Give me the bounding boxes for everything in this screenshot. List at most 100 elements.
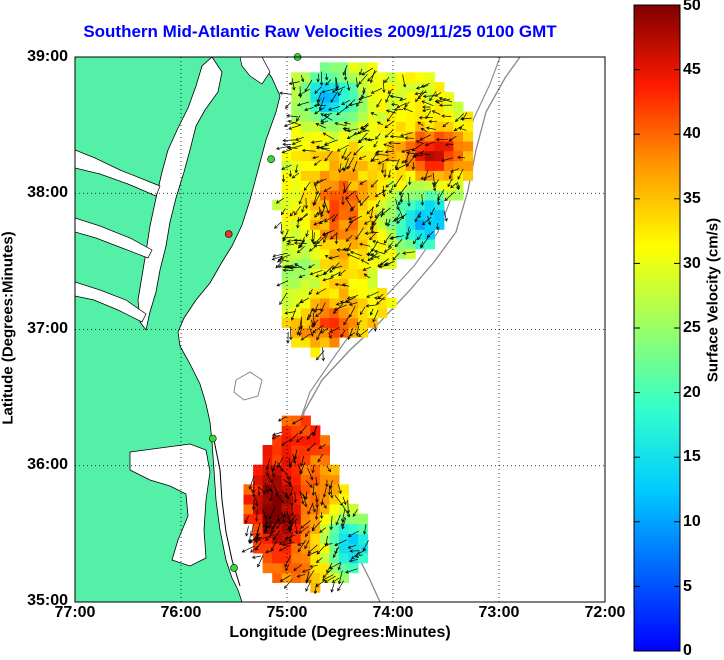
velocity-cell bbox=[358, 259, 368, 269]
velocity-cell bbox=[349, 269, 359, 279]
velocity-cell bbox=[329, 318, 339, 328]
velocity-cell bbox=[358, 112, 368, 122]
velocity-cell bbox=[253, 504, 263, 514]
velocity-cell bbox=[339, 524, 349, 534]
velocity-cell bbox=[253, 475, 263, 485]
colorbar-tick-label: 50 bbox=[683, 0, 701, 15]
y-tick-label: 39:00 bbox=[6, 48, 68, 66]
velocity-cell bbox=[406, 92, 416, 102]
velocity-cell bbox=[425, 121, 435, 131]
velocity-cell bbox=[453, 161, 463, 171]
velocity-cell bbox=[387, 102, 397, 112]
velocity-cell bbox=[415, 190, 425, 200]
velocity-cell bbox=[358, 533, 368, 543]
velocity-cell bbox=[358, 278, 368, 288]
velocity-cell bbox=[244, 484, 254, 494]
velocity-cell bbox=[310, 229, 320, 239]
velocity-cell bbox=[310, 514, 320, 524]
velocity-vector bbox=[290, 327, 291, 340]
velocity-cell bbox=[329, 190, 339, 200]
velocity-cell bbox=[415, 180, 425, 190]
radar-station-marker bbox=[225, 231, 232, 238]
velocity-vector bbox=[306, 198, 307, 208]
velocity-cell bbox=[358, 524, 368, 534]
velocity-cell bbox=[349, 524, 359, 534]
velocity-cell bbox=[406, 72, 416, 82]
velocity-cell bbox=[358, 62, 368, 72]
velocity-cell bbox=[406, 249, 416, 259]
velocity-cell bbox=[377, 112, 387, 122]
velocity-cell bbox=[358, 180, 368, 190]
velocity-cell bbox=[329, 200, 339, 210]
velocity-cell bbox=[291, 288, 301, 298]
velocity-cell bbox=[434, 200, 444, 210]
velocity-cell bbox=[415, 161, 425, 171]
velocity-cell bbox=[244, 504, 254, 514]
velocity-cell bbox=[329, 465, 339, 475]
velocity-cell bbox=[310, 200, 320, 210]
velocity-cell bbox=[339, 543, 349, 553]
velocity-cell bbox=[368, 170, 378, 180]
velocity-cell bbox=[310, 170, 320, 180]
velocity-cell bbox=[396, 229, 406, 239]
velocity-cell bbox=[396, 170, 406, 180]
velocity-cell bbox=[291, 425, 301, 435]
velocity-cell bbox=[406, 190, 416, 200]
y-tick-label: 36:00 bbox=[6, 456, 68, 474]
velocity-cell bbox=[339, 533, 349, 543]
velocity-cell bbox=[453, 102, 463, 112]
velocity-cell bbox=[349, 278, 359, 288]
velocity-cell bbox=[434, 141, 444, 151]
velocity-cell bbox=[263, 445, 273, 455]
velocity-cell bbox=[339, 112, 349, 122]
velocity-cell bbox=[301, 327, 311, 337]
velocity-cell bbox=[272, 445, 282, 455]
velocity-cell bbox=[339, 288, 349, 298]
velocity-cell bbox=[339, 92, 349, 102]
velocity-cell bbox=[377, 190, 387, 200]
velocity-cell bbox=[406, 131, 416, 141]
velocity-cell bbox=[453, 190, 463, 200]
colorbar-tick-label: 20 bbox=[683, 384, 701, 402]
velocity-cell bbox=[291, 504, 301, 514]
velocity-cell bbox=[349, 563, 359, 573]
velocity-cell bbox=[339, 308, 349, 318]
velocity-cell bbox=[406, 102, 416, 112]
velocity-cell bbox=[253, 543, 263, 553]
velocity-cell bbox=[406, 239, 416, 249]
velocity-cell bbox=[387, 141, 397, 151]
velocity-cell bbox=[320, 533, 330, 543]
velocity-cell bbox=[329, 219, 339, 229]
radar-station-marker bbox=[209, 435, 216, 442]
radar-station-marker bbox=[231, 564, 238, 571]
velocity-cell bbox=[406, 82, 416, 92]
velocity-cell bbox=[291, 337, 301, 347]
velocity-cell bbox=[301, 151, 311, 161]
velocity-cell bbox=[387, 298, 397, 308]
velocity-cell bbox=[310, 524, 320, 534]
velocity-cell bbox=[282, 455, 292, 465]
velocity-cell bbox=[425, 72, 435, 82]
velocity-cell bbox=[434, 82, 444, 92]
velocity-cell bbox=[272, 514, 282, 524]
velocity-cell bbox=[453, 131, 463, 141]
velocity-cell bbox=[310, 533, 320, 543]
velocity-cell bbox=[377, 82, 387, 92]
velocity-cell bbox=[339, 170, 349, 180]
velocity-cell bbox=[368, 278, 378, 288]
velocity-cell bbox=[387, 151, 397, 161]
velocity-cell bbox=[358, 514, 368, 524]
velocity-cell bbox=[406, 210, 416, 220]
velocity-cell bbox=[406, 219, 416, 229]
velocity-cell bbox=[339, 229, 349, 239]
velocity-cell bbox=[320, 92, 330, 102]
velocity-cell bbox=[349, 112, 359, 122]
velocity-cell bbox=[244, 494, 254, 504]
velocity-cell bbox=[253, 465, 263, 475]
colorbar-tick-label: 5 bbox=[683, 578, 692, 596]
velocity-cell bbox=[301, 131, 311, 141]
velocity-cell bbox=[425, 161, 435, 171]
velocity-cell bbox=[320, 62, 330, 72]
velocity-cell bbox=[358, 239, 368, 249]
